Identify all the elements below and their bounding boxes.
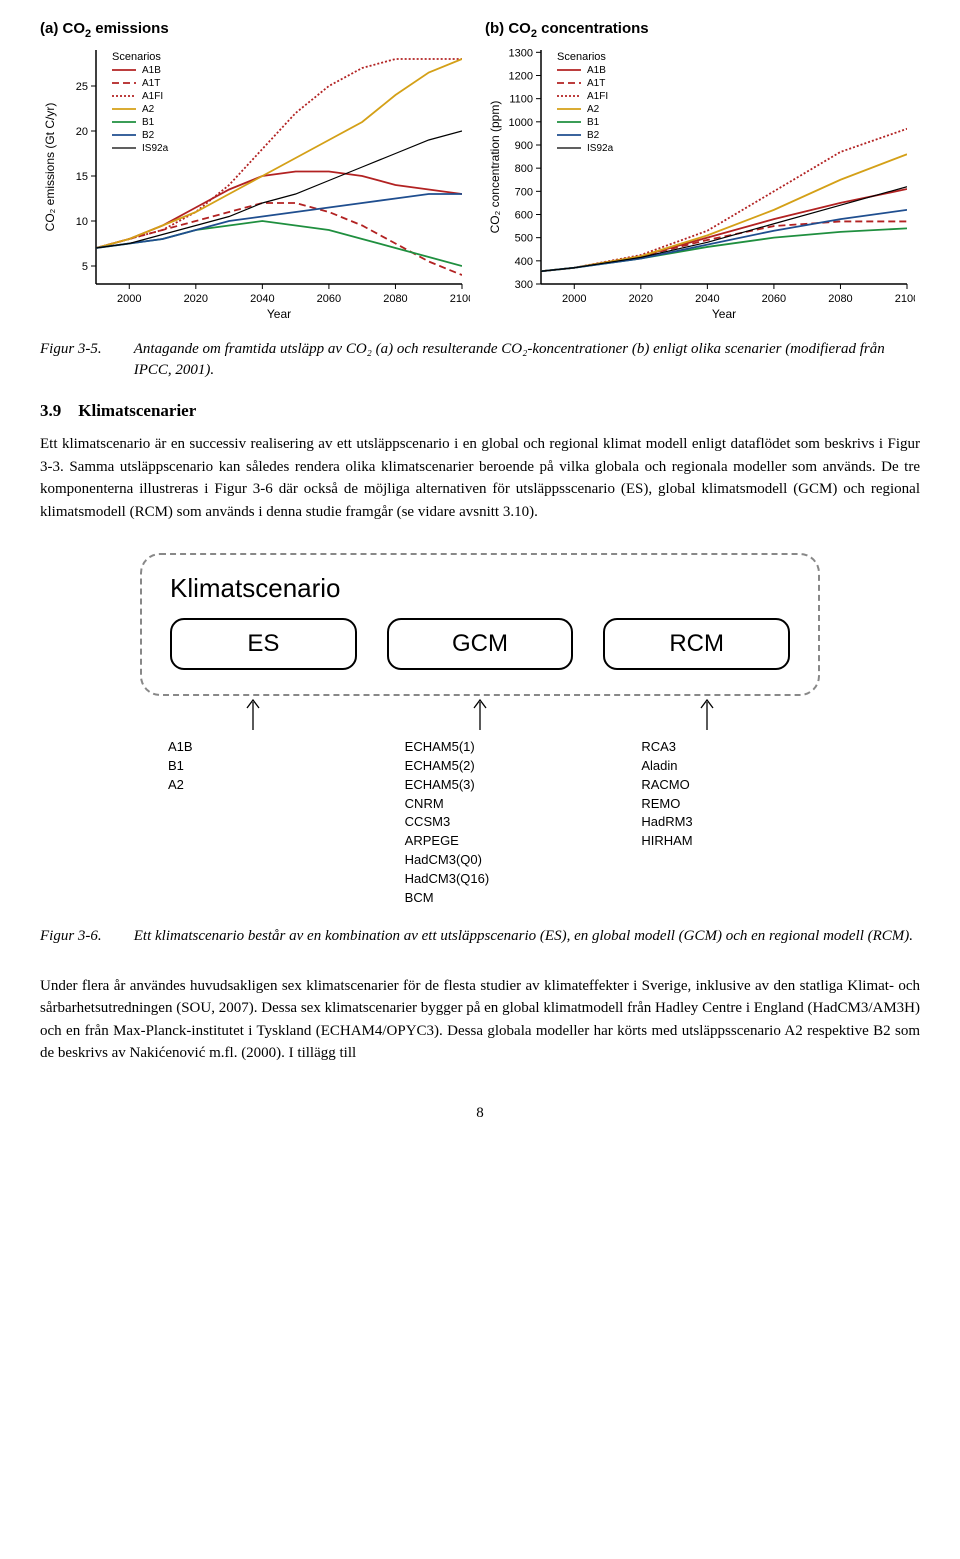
- svg-text:2100: 2100: [895, 293, 915, 305]
- list-item: REMO: [641, 795, 820, 814]
- svg-text:2080: 2080: [383, 293, 407, 305]
- svg-text:B1: B1: [142, 117, 155, 128]
- three-boxes-row: ES GCM RCM: [170, 618, 790, 670]
- svg-text:B1: B1: [587, 117, 600, 128]
- list-rcm: RCA3AladinRACMOREMOHadRM3HIRHAM: [613, 738, 820, 908]
- list-item: HadCM3(Q0): [405, 851, 584, 870]
- charts-row: (a) CO2 emissions 5 10 15 20 25 2000 2020 2040 2…: [40, 20, 920, 324]
- klimat-dashed-box: Klimatscenario ES GCM RCM: [140, 553, 820, 696]
- list-gcm: ECHAM5(1)ECHAM5(2)ECHAM5(3)CNRMCCSM3ARPE…: [377, 738, 584, 908]
- arrow-up-icon: [470, 696, 490, 730]
- svg-text:2020: 2020: [629, 293, 653, 305]
- box-es: ES: [170, 618, 357, 670]
- list-item: B1: [168, 757, 347, 776]
- svg-text:25: 25: [76, 81, 88, 93]
- svg-text:CO₂ concentration (ppm): CO₂ concentration (ppm): [488, 101, 502, 234]
- svg-text:10: 10: [76, 216, 88, 228]
- svg-text:Scenarios: Scenarios: [112, 51, 161, 63]
- svg-text:IS92a: IS92a: [587, 143, 614, 154]
- list-item: ECHAM5(2): [405, 757, 584, 776]
- svg-text:A2: A2: [142, 104, 155, 115]
- svg-text:800: 800: [515, 163, 533, 175]
- svg-text:15: 15: [76, 171, 88, 183]
- svg-text:B2: B2: [142, 130, 155, 141]
- svg-text:900: 900: [515, 140, 533, 152]
- svg-text:A1T: A1T: [587, 78, 605, 89]
- list-item: ARPEGE: [405, 832, 584, 851]
- svg-text:2000: 2000: [117, 293, 141, 305]
- list-es: A1BB1A2: [140, 738, 347, 908]
- list-item: CCSM3: [405, 813, 584, 832]
- svg-text:2040: 2040: [250, 293, 274, 305]
- list-item: CNRM: [405, 795, 584, 814]
- svg-text:2100: 2100: [450, 293, 470, 305]
- lists-row: A1BB1A2 ECHAM5(1)ECHAM5(2)ECHAM5(3)CNRMC…: [140, 738, 820, 908]
- fig36-label: Figur 3-6.: [40, 926, 130, 947]
- paragraph-2: Under flera år användes huvudsakligen se…: [40, 975, 920, 1065]
- chart-b-title: (b) CO2 concentrations: [485, 20, 920, 40]
- svg-text:5: 5: [82, 261, 88, 273]
- list-item: BCM: [405, 889, 584, 908]
- fig35-text: Antagande om framtida utsläpp av CO₂ (a)…: [134, 339, 919, 381]
- list-item: HadRM3: [641, 813, 820, 832]
- list-item: ECHAM5(1): [405, 738, 584, 757]
- svg-text:Scenarios: Scenarios: [557, 51, 606, 63]
- svg-text:B2: B2: [587, 130, 600, 141]
- svg-text:A1FI: A1FI: [587, 91, 608, 102]
- svg-text:Year: Year: [712, 307, 736, 321]
- chart-a-container: (a) CO2 emissions 5 10 15 20 25 2000 2020 2040 2…: [40, 20, 475, 324]
- svg-text:300: 300: [515, 279, 533, 291]
- svg-text:600: 600: [515, 209, 533, 221]
- svg-text:2060: 2060: [762, 293, 786, 305]
- svg-text:400: 400: [515, 256, 533, 268]
- figure-3-5-caption: Figur 3-5. Antagande om framtida utsläpp…: [40, 339, 920, 381]
- list-item: RACMO: [641, 776, 820, 795]
- chart-a-svg: 5 10 15 20 25 2000 2020 2040 2060 2080 2100 Year CO₂…: [40, 44, 470, 324]
- svg-text:A1FI: A1FI: [142, 91, 163, 102]
- section-heading: 3.9 Klimatscenarier: [40, 401, 920, 421]
- svg-text:1300: 1300: [509, 47, 533, 59]
- svg-text:2020: 2020: [184, 293, 208, 305]
- arrow-up-icon: [243, 696, 263, 730]
- arrows-row: [140, 696, 820, 730]
- list-item: A1B: [168, 738, 347, 757]
- klimat-title: Klimatscenario: [170, 573, 790, 604]
- list-item: A2: [168, 776, 347, 795]
- svg-text:2040: 2040: [695, 293, 719, 305]
- list-item: Aladin: [641, 757, 820, 776]
- box-gcm: GCM: [387, 618, 574, 670]
- svg-text:20: 20: [76, 126, 88, 138]
- chart-a-title: (a) CO2 emissions: [40, 20, 475, 40]
- svg-text:A1B: A1B: [142, 65, 161, 76]
- list-item: HadCM3(Q16): [405, 870, 584, 889]
- figure-3-6-caption: Figur 3-6. Ett klimatscenario består av …: [40, 926, 920, 947]
- paragraph-1: Ett klimatscenario är en successiv reali…: [40, 433, 920, 523]
- page-number: 8: [40, 1105, 920, 1122]
- fig36-text: Ett klimatscenario består av en kombinat…: [134, 926, 919, 947]
- list-item: RCA3: [641, 738, 820, 757]
- svg-text:IS92a: IS92a: [142, 143, 169, 154]
- svg-text:A1B: A1B: [587, 65, 606, 76]
- chart-b-container: (b) CO2 concentrations 300 400 500 600 700 80…: [485, 20, 920, 324]
- svg-text:2060: 2060: [317, 293, 341, 305]
- klimatscenario-diagram: Klimatscenario ES GCM RCM A1BB1A2 ECHAM5…: [140, 553, 820, 908]
- svg-text:2080: 2080: [828, 293, 852, 305]
- list-item: HIRHAM: [641, 832, 820, 851]
- svg-text:1000: 1000: [509, 117, 533, 129]
- box-rcm: RCM: [603, 618, 790, 670]
- svg-text:CO₂ emissions (Gt C/yr): CO₂ emissions (Gt C/yr): [43, 103, 57, 232]
- svg-text:2000: 2000: [562, 293, 586, 305]
- arrow-up-icon: [697, 696, 717, 730]
- chart-b-svg: 300 400 500 600 700 800 900 1000 1100 1200 1300 200…: [485, 44, 915, 324]
- svg-text:1200: 1200: [509, 70, 533, 82]
- svg-text:A1T: A1T: [142, 78, 160, 89]
- svg-text:A2: A2: [587, 104, 600, 115]
- svg-text:1100: 1100: [509, 94, 533, 106]
- svg-text:500: 500: [515, 233, 533, 245]
- fig35-label: Figur 3-5.: [40, 339, 130, 360]
- list-item: ECHAM5(3): [405, 776, 584, 795]
- svg-text:700: 700: [515, 186, 533, 198]
- svg-text:Year: Year: [267, 307, 291, 321]
